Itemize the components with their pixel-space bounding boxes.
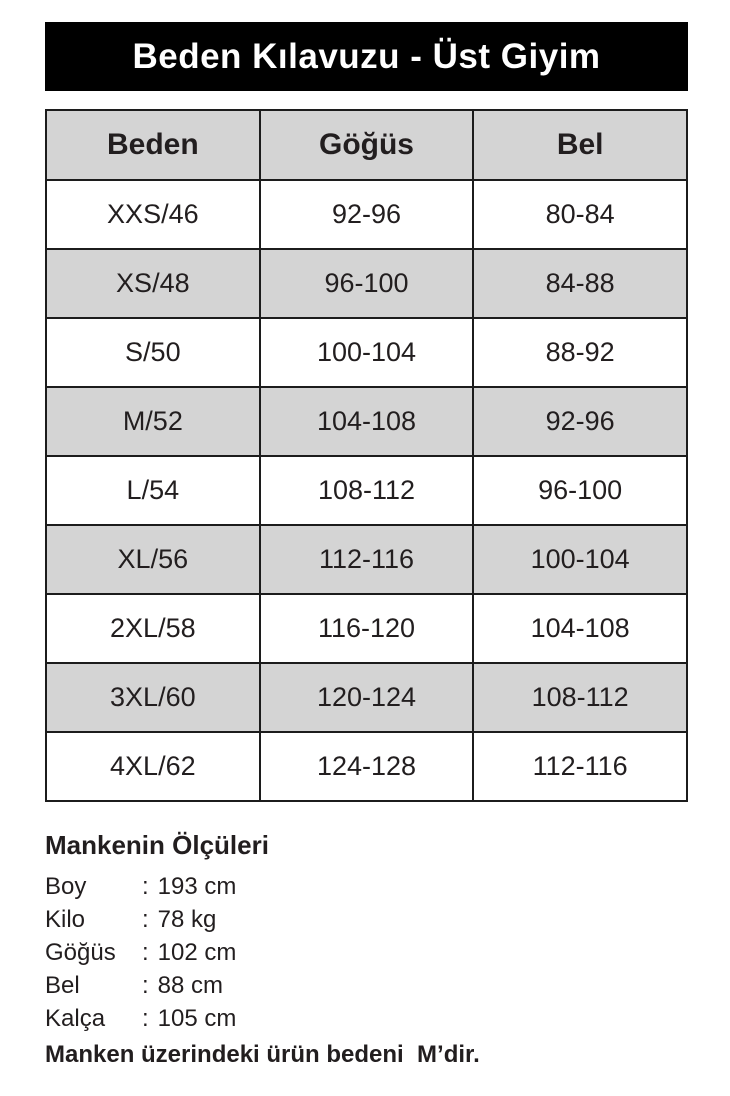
column-header-chest: Göğüs [258,109,475,181]
waist-cell: 92-96 [472,386,688,457]
size-cell: XL/56 [45,524,261,595]
chest-cell: 104-108 [258,386,475,457]
chest-cell: 92-96 [258,179,475,250]
chest-cell: 100-104 [258,317,475,388]
size-cell: 3XL/60 [45,662,261,733]
size-table-body: XXS/46 92-96 80-84 XS/48 96-100 84-88 S/… [45,179,688,802]
column-header-waist: Bel [472,109,688,181]
measurement-label: Boy [45,873,87,900]
table-row: XL/56 112-116 100-104 [45,524,688,595]
table-row: 2XL/58 116-120 104-108 [45,593,688,664]
table-row: M/52 104-108 92-96 [45,386,688,457]
measurement-colon: : [142,972,149,999]
page-title: Beden Kılavuzu - Üst Giyim [132,36,601,76]
size-cell: XXS/46 [45,179,261,250]
measurement-row-weight: Kilo : 78 kg [45,903,688,936]
size-guide-page: Beden Kılavuzu - Üst Giyim Beden Göğüs B… [45,22,688,1070]
table-row: 4XL/62 124-128 112-116 [45,731,688,802]
size-table-header: Beden Göğüs Bel [45,109,688,181]
measurement-colon: : [142,1005,149,1032]
measurement-colon: : [142,906,149,933]
table-row: 3XL/60 120-124 108-112 [45,662,688,733]
chest-cell: 124-128 [258,731,475,802]
measurement-row-hip: Kalça : 105 cm [45,1002,688,1035]
size-cell: 2XL/58 [45,593,261,664]
measurement-row-chest: Göğüs : 102 cm [45,936,688,969]
measurement-value: 102 cm [157,939,237,966]
waist-cell: 88-92 [472,317,688,388]
header-row: Beden Göğüs Bel [45,109,688,181]
size-cell: L/54 [45,455,261,526]
waist-cell: 84-88 [472,248,688,319]
waist-cell: 100-104 [472,524,688,595]
measurement-value: 105 cm [157,1005,237,1032]
waist-cell: 104-108 [472,593,688,664]
measurement-value: 88 cm [157,972,224,999]
measurement-colon: : [142,939,149,966]
measurement-colon: : [142,873,149,900]
chest-cell: 96-100 [258,248,475,319]
table-row: S/50 100-104 88-92 [45,317,688,388]
waist-cell: 80-84 [472,179,688,250]
measurement-label: Bel [45,972,80,999]
chest-cell: 116-120 [258,593,475,664]
waist-cell: 96-100 [472,455,688,526]
measurement-row-waist: Bel : 88 cm [45,969,688,1002]
title-bar: Beden Kılavuzu - Üst Giyim [45,22,688,91]
model-measurements-heading: Mankenin Ölçüleri [45,830,269,860]
waist-cell: 112-116 [472,731,688,802]
chest-cell: 120-124 [258,662,475,733]
size-cell: XS/48 [45,248,261,319]
waist-cell: 108-112 [472,662,688,733]
table-row: XXS/46 92-96 80-84 [45,179,688,250]
column-header-size: Beden [45,109,261,181]
model-size-note: Manken üzerindeki ürün bedeni M’dir. [45,1041,480,1068]
measurement-value: 78 kg [157,906,217,933]
table-row: L/54 108-112 96-100 [45,455,688,526]
measurement-value: 193 cm [157,873,237,900]
measurement-row-height: Boy : 193 cm [45,870,688,903]
chest-cell: 112-116 [258,524,475,595]
table-row: XS/48 96-100 84-88 [45,248,688,319]
measurement-label: Kilo [45,906,86,933]
model-measurements-section: Mankenin Ölçüleri Boy : 193 cm Kilo : 78… [45,830,688,1070]
size-cell: M/52 [45,386,261,457]
measurement-label: Göğüs [45,939,116,966]
measurement-label: Kalça [45,1005,106,1032]
size-table: Beden Göğüs Bel XXS/46 92-96 80-84 XS/48… [45,109,688,802]
size-cell: 4XL/62 [45,731,261,802]
chest-cell: 108-112 [258,455,475,526]
size-cell: S/50 [45,317,261,388]
